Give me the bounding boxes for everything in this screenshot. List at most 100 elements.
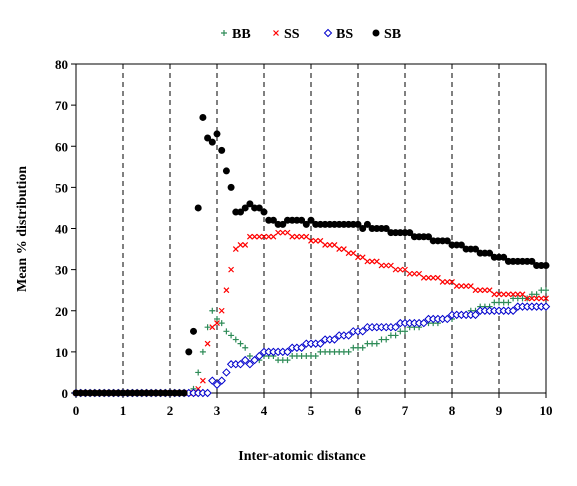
data-point-sb — [255, 204, 263, 212]
data-point-ss — [340, 246, 347, 252]
data-point-ss — [251, 233, 258, 240]
y-tick-label: 60 — [55, 139, 68, 154]
x-tick-label: 1 — [120, 403, 127, 418]
data-point-ss — [477, 287, 484, 294]
data-point-ss — [392, 266, 399, 273]
data-point-ss — [293, 233, 300, 240]
data-point-bs — [250, 355, 259, 365]
data-point-ss — [463, 283, 470, 289]
legend-marker-bb — [221, 30, 227, 36]
data-point-ss — [524, 295, 531, 302]
data-point-ss — [378, 262, 385, 269]
data-point-ss — [237, 242, 244, 248]
data-point-sb — [269, 216, 277, 224]
data-point-sb — [307, 216, 315, 224]
data-point-bb — [533, 291, 540, 298]
data-point-ss — [387, 262, 394, 269]
data-point-ss — [331, 242, 338, 248]
y-tick-label: 30 — [55, 263, 68, 278]
data-point-bs — [541, 302, 551, 311]
data-point-ss — [298, 233, 305, 240]
data-point-sb — [425, 233, 432, 241]
data-point-ss — [364, 258, 371, 265]
data-point-ss — [209, 324, 216, 331]
data-point-sb — [227, 183, 235, 191]
data-point-bs — [212, 380, 222, 389]
data-point-sb — [486, 249, 494, 257]
data-point-bs — [344, 331, 353, 340]
x-tick-label: 2 — [167, 403, 174, 418]
y-tick-label: 20 — [55, 304, 68, 319]
data-point-ss — [284, 229, 291, 236]
data-point-bb — [392, 332, 399, 339]
data-point-ss — [373, 258, 380, 265]
data-point-ss — [444, 279, 451, 285]
data-point-sb — [241, 204, 249, 212]
data-point-bs — [358, 327, 367, 336]
data-point-ss — [261, 233, 267, 240]
data-point-ss — [500, 291, 507, 298]
data-point-bb — [242, 344, 249, 351]
axes — [71, 63, 547, 398]
data-point-bb — [195, 369, 202, 376]
data-point-sb — [359, 225, 367, 232]
data-point-bs — [240, 355, 250, 365]
data-point-ss — [246, 233, 253, 240]
legend-marker-bs — [323, 28, 333, 38]
data-point-bs — [508, 306, 518, 315]
data-point-bs — [283, 347, 292, 357]
data-point-sb — [199, 113, 207, 121]
data-point-ss — [420, 274, 427, 281]
series-sb — [72, 113, 550, 397]
data-point-ss — [303, 233, 310, 240]
x-tick-label: 0 — [73, 403, 80, 418]
data-point-ss — [538, 295, 545, 302]
data-point-ss — [228, 266, 235, 273]
data-point-sb — [222, 167, 230, 175]
data-point-sb — [208, 138, 216, 146]
data-point-ss — [528, 295, 535, 302]
data-point-bs — [419, 318, 429, 328]
data-point-ss — [199, 377, 206, 384]
data-points — [71, 113, 551, 398]
data-point-ss — [204, 340, 211, 347]
data-point-ss — [434, 274, 441, 281]
data-point-ss — [256, 233, 263, 240]
data-point-sb — [194, 204, 202, 212]
data-point-bb — [223, 328, 230, 335]
data-point-ss — [308, 237, 314, 244]
data-point-bb — [218, 320, 225, 327]
data-point-ss — [430, 274, 437, 281]
data-point-ss — [345, 250, 352, 257]
x-tick-label: 6 — [355, 403, 362, 418]
data-point-sb — [542, 262, 550, 270]
data-point-bb — [284, 357, 291, 364]
data-point-ss — [458, 283, 465, 289]
data-point-bs — [236, 360, 245, 369]
data-point-ss — [467, 283, 474, 289]
data-point-bb — [373, 340, 380, 347]
data-point-bb — [246, 352, 253, 359]
data-point-sb — [443, 237, 451, 245]
legend-label-bs: BS — [336, 27, 353, 42]
data-point-bs — [330, 335, 339, 344]
data-point-ss — [416, 270, 423, 277]
data-point-bs — [297, 343, 306, 352]
data-point-bs — [203, 388, 212, 398]
data-point-ss — [505, 291, 512, 298]
x-tick-label: 9 — [496, 403, 503, 418]
data-point-ss — [472, 287, 479, 294]
x-axis-label: Inter-atomic distance — [238, 449, 365, 464]
legend-label-sb: SB — [384, 27, 401, 42]
grid-lines — [122, 64, 500, 393]
data-point-bb — [232, 336, 239, 343]
data-point-bs — [255, 351, 264, 361]
data-point-sb — [406, 229, 414, 237]
legend-label-ss: SS — [284, 27, 300, 42]
data-point-ss — [425, 274, 432, 281]
data-point-ss — [481, 287, 488, 294]
x-tick-label: 3 — [214, 403, 221, 418]
data-point-sb — [218, 146, 226, 154]
data-point-ss — [232, 246, 239, 252]
